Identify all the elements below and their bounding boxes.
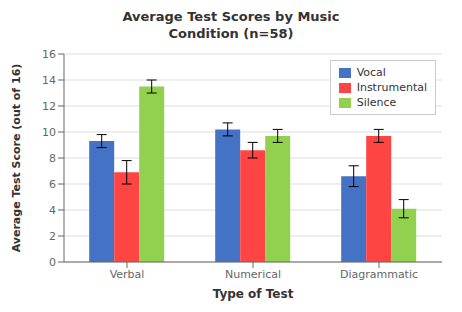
svg-text:12: 12 xyxy=(42,100,56,113)
html-text:Instrumental: Instrumental xyxy=(356,81,427,94)
svg-text:0: 0 xyxy=(49,256,56,269)
html-text:Silence: Silence xyxy=(356,96,397,109)
svg-text:Verbal: Verbal xyxy=(110,268,145,281)
svg-text:Average Test Score (out of 16): Average Test Score (out of 16) xyxy=(10,64,23,253)
svg-text:8: 8 xyxy=(49,152,56,165)
svg-text:16: 16 xyxy=(42,48,56,61)
svg-text:2: 2 xyxy=(49,230,56,243)
svg-text:Numerical: Numerical xyxy=(225,268,281,281)
svg-text:10: 10 xyxy=(42,126,56,139)
svg-text:4: 4 xyxy=(49,204,56,217)
svg-text:Type of Test: Type of Test xyxy=(213,287,294,301)
svg-text:14: 14 xyxy=(42,74,56,87)
html-text:Average Test Scores by Music C: Average Test Scores by Music Condition (… xyxy=(122,9,340,41)
svg-text:Diagrammatic: Diagrammatic xyxy=(340,268,418,281)
html-text:Vocal: Vocal xyxy=(356,66,386,79)
svg-text:6: 6 xyxy=(49,178,56,191)
